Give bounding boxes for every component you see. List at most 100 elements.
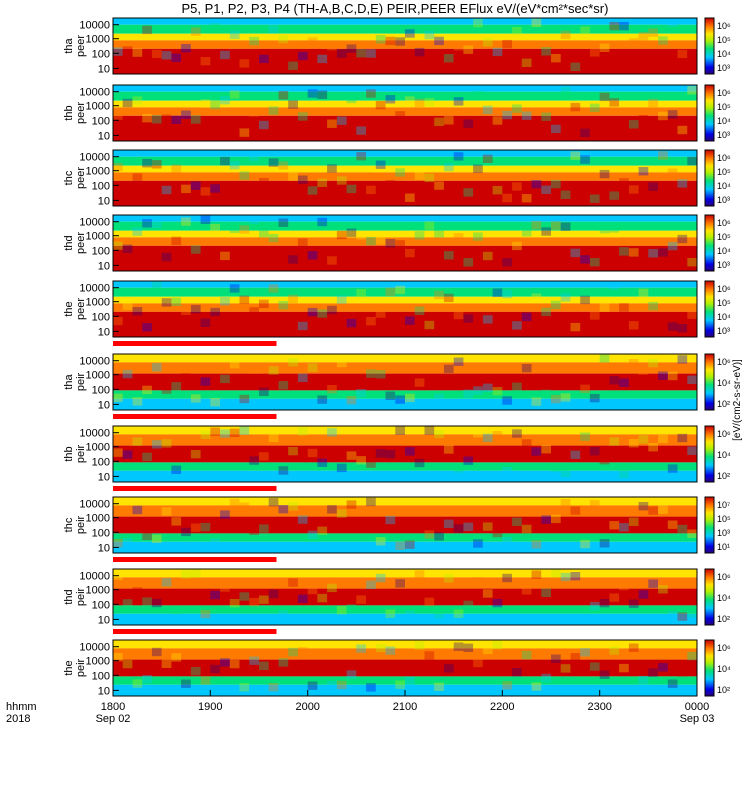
spectrogram-texture — [687, 529, 697, 538]
colorbar-tick-label: 10⁶ — [717, 572, 731, 582]
spectrogram-texture — [317, 526, 328, 535]
spectrogram-texture — [200, 215, 211, 224]
spectrogram-texture — [463, 258, 474, 267]
panel-label-probe: thc — [63, 170, 75, 185]
spectrogram-texture — [638, 502, 649, 511]
spectrogram-texture — [395, 111, 405, 120]
spectrogram-texture — [132, 679, 143, 688]
spectrogram-texture — [443, 162, 454, 172]
spectrogram-texture — [307, 530, 318, 539]
spectrogram-texture — [259, 452, 269, 461]
y-tick-label: 10 — [98, 195, 110, 207]
spectrogram-texture — [570, 450, 581, 459]
spectrogram-texture — [551, 394, 561, 404]
spectrogram-texture — [366, 185, 376, 195]
spectrogram-texture — [414, 306, 425, 315]
spectrogram-texture — [492, 288, 503, 297]
spectrogram-texture — [609, 521, 620, 530]
spectrogram-texture — [648, 506, 658, 515]
spectrogram-texture — [385, 95, 396, 104]
spectrogram-texture — [658, 505, 668, 514]
spectrogram-texture — [405, 316, 415, 325]
spectrogram-texture — [346, 228, 357, 237]
spectrogram-texture — [405, 248, 415, 258]
spectrogram-texture — [151, 363, 162, 372]
spectrogram-texture — [521, 312, 532, 322]
spectrogram-texture — [551, 654, 561, 663]
colorbar-tick-label: 10⁴ — [717, 378, 731, 388]
spectrogram-texture — [648, 28, 658, 37]
spectrogram-texture — [346, 94, 357, 104]
colorbar-tick-label: 10³ — [717, 528, 730, 538]
spectrogram-texture — [570, 377, 581, 386]
spectrogram-texture — [375, 35, 386, 44]
y-tick-label: 1000 — [86, 101, 110, 113]
colorbar-tick-label: 10⁶ — [717, 218, 731, 228]
spectrogram-texture — [473, 18, 483, 28]
spectrogram-texture — [599, 225, 610, 234]
x-tick-date: Sep 03 — [680, 713, 715, 725]
spectrogram-texture — [434, 609, 444, 619]
spectrogram-texture — [521, 58, 532, 67]
spectrogram-texture — [346, 670, 357, 679]
spectrogram-texture — [453, 152, 464, 161]
spectrogram-texture — [268, 284, 279, 293]
spectrogram-texture — [278, 91, 289, 100]
spectrogram-texture — [492, 116, 503, 125]
spectrogram-texture — [619, 523, 629, 532]
spectrogram-texture — [551, 179, 561, 189]
spectrogram-texture — [229, 360, 240, 369]
y-tick-label: 10000 — [79, 87, 110, 99]
spectrogram-texture — [181, 373, 191, 382]
spectrogram-texture — [122, 599, 133, 608]
spectrogram-texture — [210, 23, 220, 32]
panel-label-probe: thc — [63, 517, 75, 532]
spectrogram-texture — [200, 99, 211, 108]
panel-tha-peir: 10000 1000 100 10 thapeir 10⁶ 10⁴ 10² — [63, 353, 731, 419]
spectrogram-texture — [317, 90, 328, 99]
panel-frame — [112, 568, 698, 626]
spectrogram-texture — [502, 110, 512, 120]
y-tick-label: 100 — [92, 384, 110, 396]
panel-label-product: peer — [75, 35, 87, 57]
spectrogram-texture — [560, 293, 571, 302]
spectrogram-texture — [589, 194, 600, 203]
spectrogram-texture — [385, 287, 396, 296]
spectrogram-band — [113, 172, 697, 181]
colorbar-tick-label: 10³ — [717, 326, 730, 336]
panel-frame — [112, 496, 698, 554]
spectrogram-band — [113, 640, 697, 649]
spectrogram-band — [113, 516, 697, 534]
spectrogram-texture — [453, 642, 464, 651]
spectrogram-texture — [122, 182, 133, 192]
spectrogram-texture — [249, 526, 259, 535]
spectrogram-texture — [297, 321, 308, 331]
spectrogram-texture — [589, 103, 600, 112]
spectrogram-texture — [229, 498, 240, 508]
spectrogram-texture — [658, 325, 668, 334]
spectrogram-texture — [161, 185, 172, 195]
x-tick-label: 2200 — [490, 701, 514, 713]
spectrogram-band — [113, 281, 697, 288]
spectrogram-texture — [249, 152, 259, 162]
spectrogram-band — [113, 497, 697, 506]
colorbar — [704, 496, 715, 554]
spectrogram-texture — [336, 463, 347, 473]
panel-label: thepeir — [63, 658, 87, 677]
spectrogram-texture — [482, 315, 493, 324]
spectrogram-texture — [463, 456, 474, 465]
spectrogram-texture — [443, 293, 454, 303]
spectrogram-texture — [356, 289, 366, 298]
spectrogram-texture — [638, 246, 649, 255]
colorbar-tick-label: 10⁶ — [717, 21, 731, 31]
spectrogram-texture — [463, 188, 474, 197]
colorbar-tick-label: 10⁶ — [717, 284, 731, 294]
spectrogram-texture — [619, 247, 629, 256]
spectrogram-texture — [181, 452, 191, 462]
spectrogram-texture — [220, 251, 230, 261]
spectrogram-texture — [434, 36, 444, 46]
spectrogram-texture — [259, 595, 269, 604]
spectrogram-texture — [327, 305, 337, 315]
spectrogram-texture — [648, 249, 658, 258]
spectrogram-texture — [531, 126, 542, 136]
